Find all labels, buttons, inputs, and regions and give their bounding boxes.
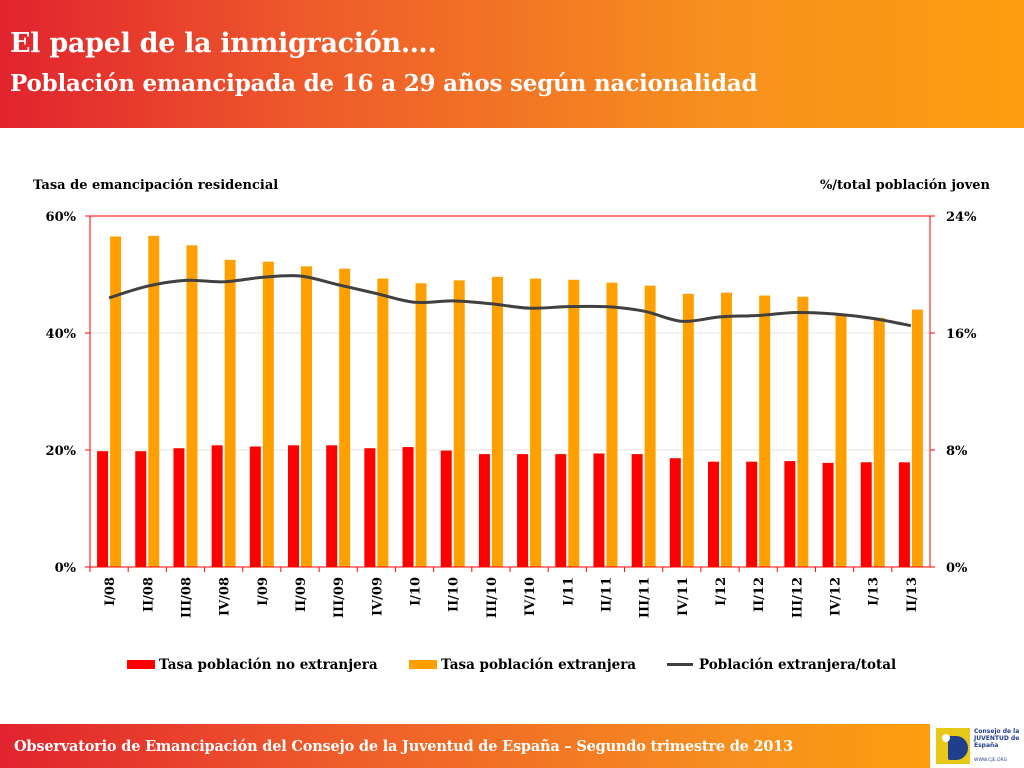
bar-extranjera bbox=[224, 259, 236, 567]
bar-no-extranjera bbox=[249, 446, 261, 567]
left-tick-label: 20% bbox=[46, 444, 77, 459]
legend-swatch bbox=[127, 660, 155, 669]
bar-no-extranjera bbox=[784, 461, 796, 567]
header-banner: El papel de la inmigración…. Población e… bbox=[0, 0, 1024, 128]
x-tick-label: I/13 bbox=[867, 577, 882, 606]
x-tick-label: III/12 bbox=[790, 577, 805, 618]
bar-extranjera bbox=[682, 293, 694, 567]
bar-extranjera bbox=[759, 295, 771, 567]
chart: Tasa de emancipación residencial %/total… bbox=[33, 178, 991, 673]
left-tick-label: 40% bbox=[46, 327, 77, 342]
bar-extranjera bbox=[262, 261, 274, 567]
right-tick-label: 8% bbox=[946, 444, 968, 459]
bar-no-extranjera bbox=[517, 454, 529, 567]
bar-no-extranjera bbox=[402, 447, 414, 567]
bar-extranjera bbox=[835, 315, 847, 567]
right-tick-label: 24% bbox=[946, 210, 977, 225]
bar-no-extranjera bbox=[746, 461, 758, 567]
left-axis-title: Tasa de emancipación residencial bbox=[33, 178, 278, 193]
bar-extranjera bbox=[606, 282, 618, 567]
right-tick-label: 16% bbox=[946, 327, 977, 342]
bar-extranjera bbox=[721, 292, 732, 567]
bar-no-extranjera bbox=[288, 445, 299, 567]
bar-no-extranjera bbox=[708, 461, 719, 567]
footer-text: Observatorio de Emancipación del Consejo… bbox=[14, 738, 794, 755]
page-title: El papel de la inmigración…. bbox=[10, 28, 437, 59]
x-tick-label: IV/10 bbox=[523, 577, 538, 616]
bar-extranjera bbox=[644, 285, 656, 567]
cje-logo: Consejo de la JUVENTUD de España WWW.CJE… bbox=[932, 724, 1024, 768]
right-axis-ticks: 0% 8% 16% 24% bbox=[930, 210, 977, 576]
x-tick-label: II/08 bbox=[141, 577, 156, 612]
logo-url: WWW.CJE.ORG bbox=[974, 758, 1008, 763]
bar-extranjera bbox=[568, 279, 580, 567]
x-tick-label: I/08 bbox=[103, 577, 118, 606]
x-tick-label: IV/12 bbox=[829, 577, 844, 616]
line-group bbox=[108, 274, 912, 328]
left-tick-label: 60% bbox=[46, 210, 77, 225]
x-axis-ticks: I/08 II/08 III/08 IV/08 I/09 II/09 III/09 IV/09… bbox=[89, 567, 920, 618]
legend-label: Tasa población no extranjera bbox=[159, 657, 378, 673]
bar-extranjera bbox=[453, 280, 465, 567]
bar-extranjera bbox=[911, 309, 923, 567]
x-tick-label: III/09 bbox=[332, 577, 347, 618]
footer-banner: Observatorio de Emancipación del Consejo… bbox=[0, 724, 930, 768]
bar-extranjera bbox=[415, 283, 427, 567]
bar-no-extranjera bbox=[478, 454, 490, 567]
bar-extranjera bbox=[797, 296, 809, 567]
right-tick-label: 0% bbox=[946, 561, 968, 576]
bar-no-extranjera bbox=[822, 462, 834, 567]
bars-group bbox=[97, 235, 923, 567]
x-tick-label: I/10 bbox=[409, 577, 424, 606]
bar-extranjera bbox=[377, 278, 389, 567]
bar-extranjera bbox=[186, 245, 198, 567]
bar-no-extranjera bbox=[440, 450, 452, 567]
x-tick-label: I/11 bbox=[561, 577, 576, 606]
bar-no-extranjera bbox=[898, 462, 910, 567]
page-subtitle: Población emancipada de 16 a 29 años seg… bbox=[10, 70, 758, 97]
bar-no-extranjera bbox=[669, 458, 681, 567]
x-tick-label: II/10 bbox=[447, 577, 462, 612]
logo-text: Consejo de la JUVENTUD de España bbox=[974, 728, 1020, 749]
x-tick-label: II/13 bbox=[905, 577, 920, 612]
line-poblacion-extranjera-total bbox=[108, 274, 912, 328]
bar-no-extranjera bbox=[860, 462, 872, 567]
x-tick-label: IV/11 bbox=[676, 577, 691, 616]
bar-extranjera bbox=[873, 317, 885, 567]
x-tick-label: I/09 bbox=[256, 577, 271, 606]
bar-extranjera bbox=[301, 266, 312, 567]
bar-extranjera bbox=[110, 236, 122, 567]
bar-no-extranjera bbox=[555, 454, 567, 567]
left-axis-ticks: 0% 20% 40% 60% bbox=[46, 210, 90, 576]
x-tick-label: II/11 bbox=[599, 577, 614, 612]
legend-swatch bbox=[409, 660, 437, 669]
bar-no-extranjera bbox=[173, 448, 185, 567]
bar-no-extranjera bbox=[211, 445, 223, 567]
legend-label: Tasa población extranjera bbox=[441, 657, 636, 673]
right-axis-title: %/total población joven bbox=[820, 178, 991, 193]
left-tick-label: 0% bbox=[55, 561, 77, 576]
bar-no-extranjera bbox=[326, 445, 338, 567]
x-tick-label: III/11 bbox=[638, 577, 653, 618]
x-tick-label: II/12 bbox=[752, 577, 767, 612]
bar-extranjera bbox=[530, 278, 542, 567]
x-tick-label: III/08 bbox=[179, 577, 194, 618]
x-tick-label: IV/09 bbox=[370, 577, 385, 616]
legend: Tasa población no extranjera Tasa poblaci… bbox=[127, 657, 896, 673]
bar-extranjera bbox=[148, 235, 160, 567]
x-tick-label: III/10 bbox=[485, 577, 500, 618]
bar-no-extranjera bbox=[631, 454, 643, 567]
bar-no-extranjera bbox=[364, 448, 376, 567]
bar-extranjera bbox=[491, 276, 503, 567]
x-tick-label: I/12 bbox=[714, 577, 729, 606]
bar-no-extranjera bbox=[593, 453, 605, 567]
legend-label: Población extranjera/total bbox=[699, 657, 896, 673]
bar-no-extranjera bbox=[97, 451, 109, 567]
x-tick-label: II/09 bbox=[294, 577, 309, 612]
logo-mark-icon bbox=[936, 728, 970, 764]
bar-no-extranjera bbox=[135, 451, 147, 567]
x-tick-label: IV/08 bbox=[218, 577, 233, 616]
bar-extranjera bbox=[339, 268, 351, 567]
